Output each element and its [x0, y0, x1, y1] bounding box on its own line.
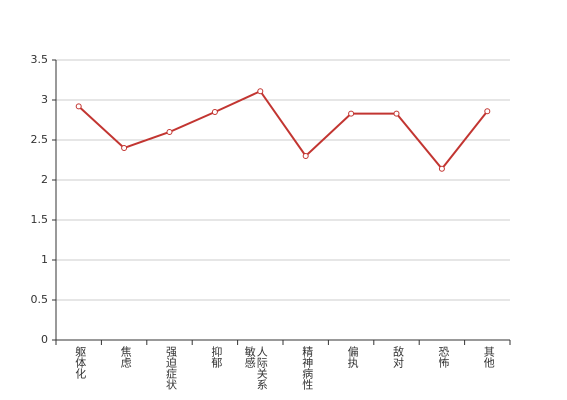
- y-tick-label: 3: [41, 93, 48, 106]
- x-tick-label: 偏执: [346, 346, 360, 368]
- y-tick-label: 0.5: [31, 293, 49, 306]
- y-tick-label: 2.5: [31, 133, 49, 146]
- point: [484, 108, 491, 115]
- y-tick-label: 1.5: [31, 213, 49, 226]
- x-tick-label: 敌对: [391, 346, 405, 368]
- point: [121, 145, 128, 151]
- x-tick-label: 精神病性: [300, 346, 314, 390]
- point: [302, 153, 309, 159]
- x-tick-label: 人际关系敏感: [243, 346, 269, 390]
- y-tick-label: 2: [41, 173, 48, 186]
- x-tick-label: 焦虑: [119, 346, 133, 368]
- y-tick-label: 3.5: [31, 53, 49, 66]
- point: [75, 103, 82, 110]
- point: [393, 110, 400, 117]
- point: [438, 165, 445, 172]
- series-line: [78, 89, 489, 171]
- point: [257, 88, 264, 95]
- x-tick-label: 其他: [482, 346, 496, 368]
- point: [166, 129, 173, 135]
- x-tick-label: 恐怖: [436, 346, 450, 368]
- y-tick-label: 1: [41, 253, 48, 266]
- x-tick-label: 抑郁: [209, 346, 223, 368]
- x-tick-label: 躯体化: [73, 346, 87, 379]
- y-tick-label: 0: [41, 333, 48, 346]
- point: [211, 109, 218, 115]
- point: [348, 110, 355, 117]
- x-tick-label: 强迫症状: [164, 346, 178, 390]
